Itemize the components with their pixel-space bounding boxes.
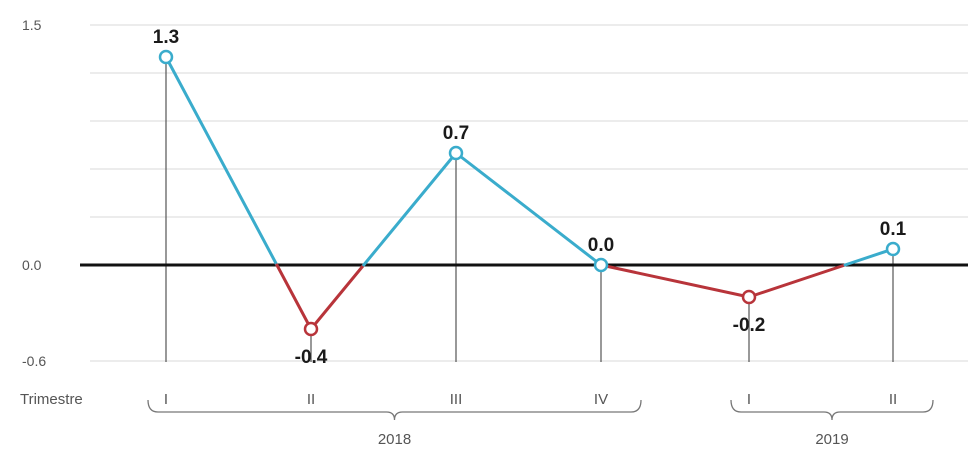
series-segment — [362, 151, 458, 267]
x-tick-label: II — [307, 391, 315, 408]
series-segment — [309, 263, 366, 331]
series-segment — [747, 263, 847, 299]
x-tick-label: IV — [594, 391, 608, 408]
data-point — [158, 49, 174, 65]
series-segment — [164, 55, 279, 267]
series-segment — [599, 263, 751, 299]
year-label: 2018 — [378, 431, 411, 448]
year-label: 2019 — [815, 431, 848, 448]
x-tick-label: III — [450, 391, 463, 408]
x-tick-label: I — [747, 391, 751, 408]
data-point — [885, 241, 901, 257]
y-tick-label: 1.5 — [22, 17, 42, 33]
y-tick-label: 0.0 — [22, 257, 42, 273]
year-bracket — [147, 399, 642, 421]
data-point — [741, 289, 757, 305]
series-segment — [275, 263, 313, 331]
grid-lines — [90, 24, 968, 362]
data-label: 1.3 — [153, 27, 179, 48]
y-axis-ticks: 1.5 0.0 -0.6 — [22, 17, 46, 369]
data-labels: 1.3 -0.4 0.7 0.0 -0.2 0.1 — [153, 27, 907, 368]
data-point — [303, 321, 319, 337]
data-label: -0.2 — [733, 315, 766, 336]
data-label: 0.7 — [443, 123, 469, 144]
data-label: -0.4 — [295, 347, 328, 368]
y-tick-label: -0.6 — [22, 353, 46, 369]
data-label: 0.0 — [588, 235, 614, 256]
x-axis: Trimestre I II III IV I II — [20, 391, 897, 408]
drop-lines — [165, 57, 894, 362]
series-segment — [843, 247, 895, 267]
data-point — [593, 257, 609, 273]
series-line — [158, 49, 901, 337]
x-tick-label: II — [889, 391, 897, 408]
x-tick-label: I — [164, 391, 168, 408]
x-axis-label: Trimestre — [20, 391, 83, 408]
year-bracket — [730, 399, 934, 421]
data-label: 0.1 — [880, 219, 907, 240]
year-brackets: 2018 2019 — [147, 399, 934, 448]
series-segment — [454, 151, 603, 267]
data-point — [448, 145, 464, 161]
